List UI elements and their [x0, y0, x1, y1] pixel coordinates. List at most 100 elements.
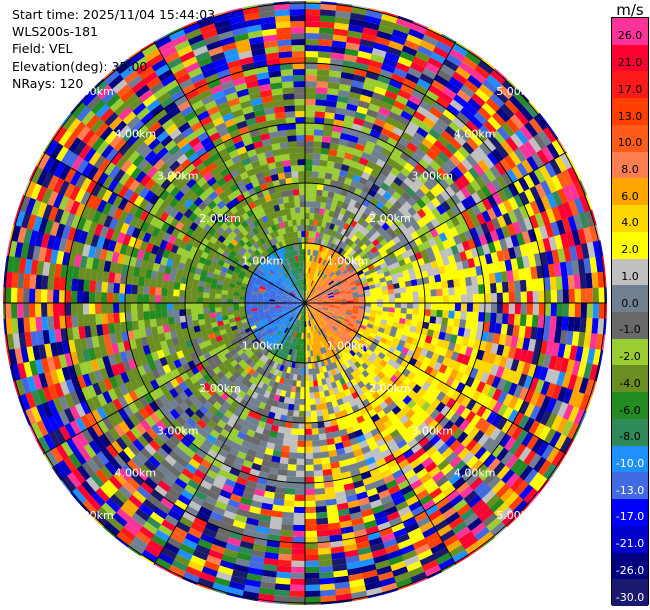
gate-cell [406, 453, 418, 465]
gate-cell [341, 202, 350, 210]
gate-cell [255, 426, 265, 435]
gate-cell [448, 516, 464, 530]
gate-cell [164, 454, 177, 467]
gate-cell [326, 382, 333, 390]
gate-cell [160, 496, 175, 510]
gate-cell [583, 362, 593, 380]
gate-cell [103, 260, 112, 272]
gate-cell [304, 536, 318, 544]
gate-cell [353, 335, 361, 342]
gate-cell [256, 334, 263, 341]
gate-cell [275, 407, 283, 415]
gate-cell [269, 293, 276, 297]
gate-cell [162, 324, 170, 333]
gate-cell [310, 303, 317, 305]
gate-cell [411, 374, 421, 385]
gate-cell [442, 484, 456, 498]
gate-cell [155, 317, 163, 327]
gate-cell [416, 126, 429, 139]
gate-cell [432, 492, 447, 505]
gate-cell [524, 403, 536, 418]
gate-cell [185, 296, 192, 303]
gate-cell [277, 321, 283, 328]
gate-cell [390, 256, 399, 265]
gate-cell [227, 498, 241, 509]
gate-cell [416, 516, 431, 528]
gate-cell [153, 236, 163, 248]
gate-cell [432, 267, 440, 276]
gate-cell [345, 171, 355, 180]
gate-cell [343, 244, 351, 252]
gate-cell [425, 246, 434, 256]
gate-cell [372, 275, 380, 281]
gate-cell [449, 154, 462, 167]
gate-cell [108, 475, 123, 490]
gate-cell [195, 448, 207, 459]
gate-cell [165, 241, 174, 252]
gate-cell [43, 452, 54, 468]
gate-cell [504, 236, 514, 250]
gate-cell [445, 271, 454, 281]
gate-cell [436, 295, 443, 304]
gate-cell [269, 331, 276, 337]
gate-cell [395, 577, 413, 589]
gate-cell [499, 238, 508, 251]
gate-cell [108, 322, 116, 334]
gate-cell [269, 367, 276, 375]
gate-cell [118, 420, 131, 434]
gate-cell [305, 68, 318, 76]
gate-cell [327, 270, 334, 277]
gate-cell [387, 401, 398, 411]
gate-cell [338, 138, 349, 147]
gate-cell [337, 351, 344, 359]
gate-cell [319, 245, 324, 252]
gate-cell [491, 112, 506, 127]
gate-cell [390, 273, 398, 280]
gate-cell [214, 532, 229, 543]
gate-cell [421, 559, 439, 572]
gate-cell [384, 200, 394, 210]
gate-cell [501, 313, 509, 325]
gate-cell [332, 569, 349, 578]
gate-cell [315, 294, 322, 299]
gate-cell [327, 262, 334, 270]
gate-cell [240, 315, 247, 321]
gate-cell [25, 197, 37, 214]
gate-cell [259, 361, 266, 369]
gate-cell [327, 370, 333, 378]
gate-cell [532, 456, 547, 473]
gate-cell [411, 538, 428, 550]
gate-cell [209, 287, 217, 294]
gate-cell [266, 540, 280, 548]
gate-cell [346, 300, 353, 304]
gate-cell [130, 302, 138, 313]
gate-cell [121, 264, 129, 275]
gate-cell [139, 447, 153, 460]
gate-cell [313, 311, 318, 317]
gate-cell [469, 329, 477, 340]
gate-cell [360, 263, 368, 271]
gate-cell [343, 283, 350, 288]
gate-cell [149, 286, 156, 296]
gate-cell [526, 291, 534, 304]
gate-cell [484, 341, 493, 354]
gate-cell [167, 316, 175, 325]
gate-cell [47, 190, 59, 207]
gate-cell [481, 331, 489, 342]
gate-cell [363, 257, 371, 264]
gate-cell [319, 347, 325, 355]
gate-cell [318, 571, 334, 579]
gate-cell [323, 371, 330, 379]
gate-cell [510, 358, 520, 372]
gate-cell [240, 369, 249, 378]
gate-cell [287, 306, 294, 309]
gate-cell [209, 543, 226, 555]
gate-cell [447, 318, 455, 327]
gate-cell [406, 474, 420, 486]
gate-cell [168, 398, 180, 409]
gate-cell [153, 358, 163, 369]
gate-cell [325, 106, 337, 114]
gate-cell [289, 367, 295, 375]
gate-cell [273, 492, 285, 500]
gate-cell [337, 315, 345, 321]
